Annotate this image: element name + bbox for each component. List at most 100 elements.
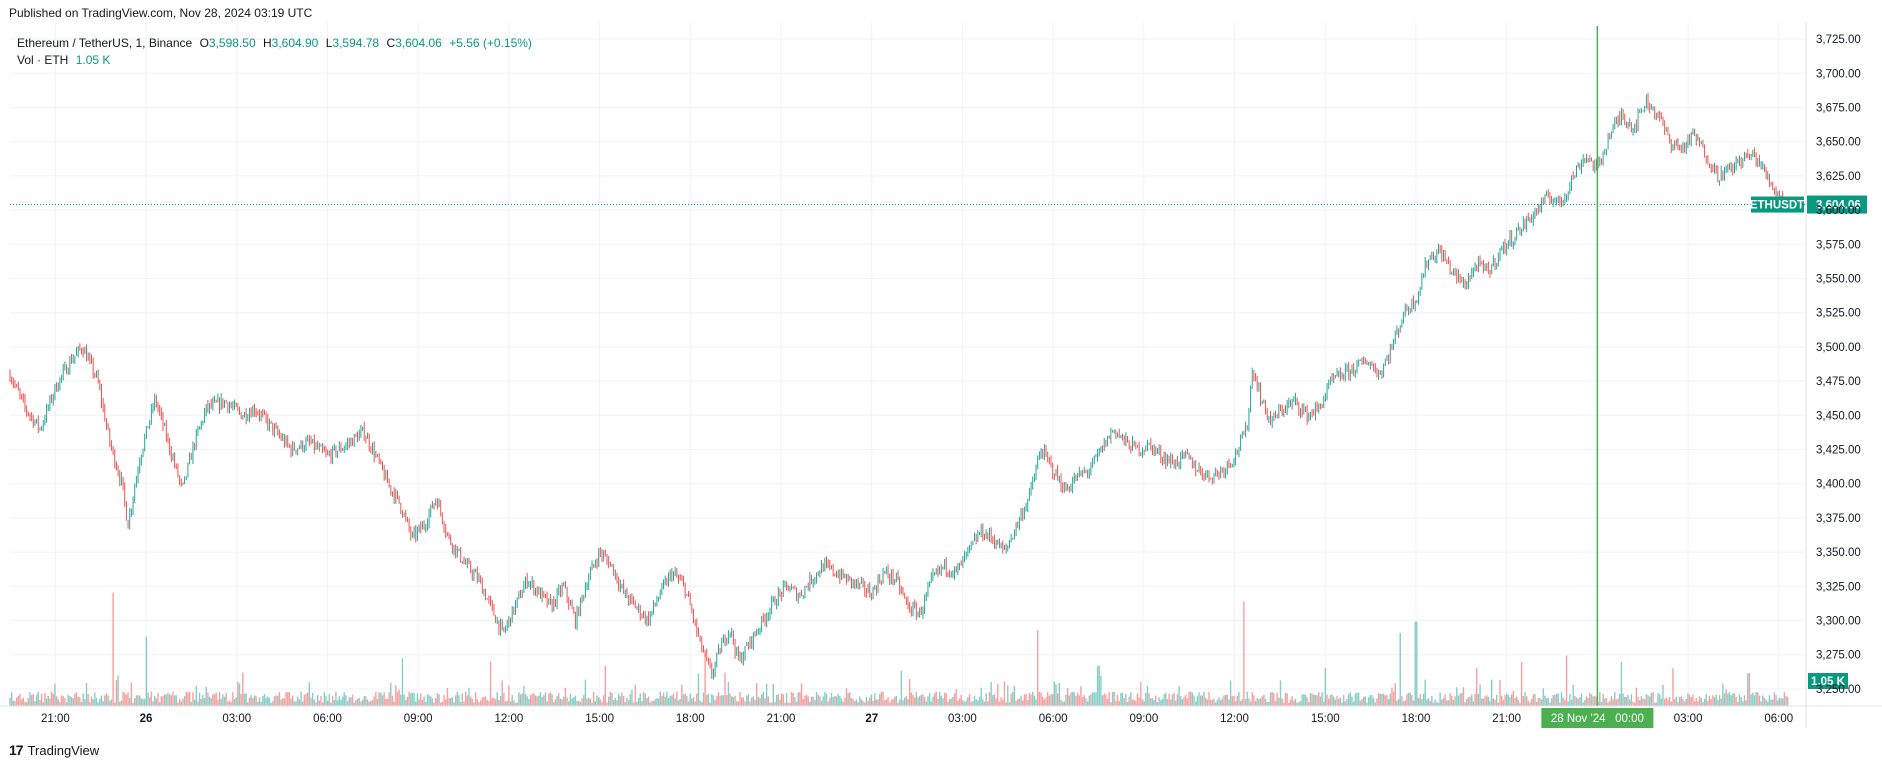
- volume-bar: [1362, 696, 1365, 706]
- volume-bar: [1299, 701, 1302, 706]
- volume-bar: [1474, 693, 1476, 706]
- volume-bar: [980, 687, 982, 706]
- volume-bar: [406, 696, 409, 706]
- volume-bar: [433, 702, 435, 706]
- volume-bar: [220, 698, 222, 706]
- volume-bar: [1457, 695, 1460, 706]
- volume-bar: [292, 695, 294, 706]
- volume-bar: [799, 691, 801, 706]
- volume-bar: [1381, 693, 1383, 706]
- volume-bar: [682, 694, 685, 706]
- volume-bar: [898, 699, 901, 706]
- volume-bar: [940, 695, 942, 706]
- volume-bar: [1063, 701, 1066, 706]
- volume-bar: [1352, 701, 1355, 706]
- volume-bar: [1549, 702, 1551, 706]
- volume-bar: [1622, 693, 1624, 706]
- volume-bar: [273, 696, 276, 706]
- volume-bars: [9, 592, 1789, 706]
- volume-bar: [298, 699, 301, 706]
- volume-bar: [448, 698, 450, 706]
- volume-bar: [1740, 697, 1742, 706]
- volume-bar: [1248, 698, 1250, 706]
- volume-bar: [55, 696, 58, 706]
- volume-bar: [1537, 697, 1539, 706]
- volume-bar: [754, 699, 756, 706]
- volume-bar: [524, 694, 527, 706]
- volume-bar: [1723, 693, 1726, 706]
- volume-bar: [65, 702, 68, 706]
- volume-bar: [905, 696, 908, 706]
- volume-bar: [1500, 695, 1503, 706]
- volume-bar: [1540, 699, 1543, 706]
- volume-bar: [1392, 691, 1395, 706]
- volume-bar: [1091, 692, 1094, 706]
- volume-bar: [1106, 699, 1109, 706]
- volume-bar: [1542, 688, 1544, 706]
- volume-bar: [1334, 699, 1337, 706]
- volume-bar: [1535, 701, 1538, 706]
- footer-brand[interactable]: 17 TradingView: [9, 742, 99, 758]
- volume-bar: [1088, 695, 1090, 706]
- volume-bar: [1281, 698, 1283, 706]
- volume-bar: [581, 698, 583, 706]
- volume-bar: [355, 700, 357, 706]
- legend-symbol: Ethereum / TetherUS, 1, Binance: [17, 36, 193, 50]
- volume-bar: [99, 698, 101, 706]
- volume-bar: [629, 694, 631, 706]
- volume-bar: [742, 697, 745, 706]
- volume-bar: [1328, 698, 1330, 706]
- volume-bar: [952, 696, 954, 706]
- volume-bar: [267, 696, 269, 706]
- x-tick-label: 15:00: [1311, 713, 1340, 725]
- volume-bar: [262, 695, 264, 706]
- volume-bar: [343, 692, 345, 706]
- volume-bar: [1018, 698, 1021, 706]
- volume-bar: [664, 697, 666, 706]
- volume-bar: [42, 702, 44, 706]
- published-header: Published on TradingView.com, Nov 28, 20…: [9, 6, 313, 20]
- volume-bar: [127, 692, 129, 706]
- volume-bar: [183, 696, 186, 706]
- volume-bar: [1042, 696, 1044, 706]
- volume-bar: [1787, 696, 1789, 706]
- volume-bar: [1372, 698, 1375, 706]
- volume-bar: [1514, 697, 1516, 706]
- volume-bar: [704, 654, 706, 706]
- volume-bar: [1577, 698, 1579, 706]
- volume-bar: [1615, 699, 1618, 706]
- volume-bar: [1702, 702, 1704, 706]
- volume-bar: [145, 636, 148, 706]
- volume-bar: [1083, 695, 1085, 706]
- volume-bar: [37, 691, 39, 706]
- volume-bar: [722, 695, 725, 706]
- volume-bar: [651, 701, 653, 706]
- volume-bar: [897, 702, 899, 706]
- volume-bar: [1040, 692, 1042, 706]
- volume-bar: [661, 695, 663, 706]
- volume-bar: [425, 701, 427, 706]
- volume-bar: [1326, 694, 1328, 706]
- volume-bar: [1552, 695, 1554, 706]
- y-tick-label: 3,625.00: [1816, 171, 1861, 183]
- volume-bar: [865, 696, 868, 706]
- volume-bar: [247, 702, 249, 706]
- volume-bar: [709, 702, 711, 706]
- volume-bar: [39, 699, 41, 706]
- volume-bar: [278, 692, 281, 706]
- volume-bar: [1394, 683, 1396, 706]
- volume-bar: [157, 693, 159, 706]
- volume-bar: [1186, 698, 1189, 706]
- volume-bar: [212, 694, 214, 706]
- volume-bar: [459, 701, 462, 706]
- volume-bar: [1472, 701, 1475, 706]
- volume-bar: [1068, 695, 1071, 706]
- volume-bar: [534, 695, 537, 706]
- volume-bar: [1753, 695, 1756, 706]
- volume-bar: [1675, 696, 1677, 706]
- volume-bar: [1313, 694, 1315, 706]
- volume-bar: [1156, 702, 1159, 706]
- volume-bar: [195, 685, 197, 706]
- volume-bar: [1770, 699, 1772, 706]
